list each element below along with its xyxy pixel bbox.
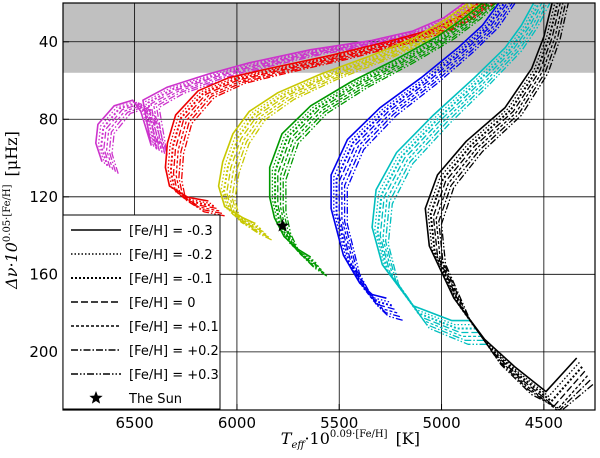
- track-line: [387, 2, 551, 345]
- legend-entry-label: [Fe/H] = +0.2: [129, 344, 219, 359]
- y-tick-label: 80: [39, 110, 58, 128]
- legend-entry-label: [Fe/H] = +0.1: [129, 320, 219, 335]
- x-axis-label-sup: 0.09·[Fe/H]: [330, 429, 388, 440]
- tracks: [95, 2, 594, 411]
- track-line: [429, 2, 583, 403]
- track-line: [435, 2, 588, 411]
- track-line: [97, 2, 468, 165]
- y-ticks: 40 80 120 160 200: [29, 33, 69, 361]
- sun-marker: [275, 218, 290, 232]
- track-line: [374, 2, 537, 326]
- legend-entry-label: The Sun: [128, 392, 182, 407]
- track-line: [274, 2, 489, 265]
- y-tick-label: 120: [29, 188, 58, 206]
- x-axis-label-sub: eff: [291, 440, 306, 451]
- track-line: [268, 2, 484, 258]
- track-line: [371, 2, 535, 322]
- y-tick-label: 40: [39, 33, 58, 51]
- track-line: [282, 2, 497, 274]
- track-line: [111, 2, 481, 174]
- track-line: [279, 2, 494, 271]
- x-tick-label: 4500: [525, 414, 563, 432]
- plot-frame: [62, 2, 596, 411]
- x-axis-label: Teff·100.09·[Fe/H] [K]: [281, 429, 420, 451]
- track-line: [108, 2, 478, 172]
- y-tick-label: 200: [29, 343, 58, 361]
- track-line: [103, 2, 473, 168]
- track-line: [384, 2, 548, 342]
- track-line: [379, 2, 543, 334]
- x-tick-label: 6000: [218, 414, 256, 432]
- track-line: [220, 2, 472, 227]
- y-tick-label: 160: [29, 265, 58, 283]
- track-line: [376, 2, 540, 330]
- track-line: [223, 2, 475, 230]
- track-line: [341, 2, 511, 314]
- x-tick-label: 5500: [320, 414, 358, 432]
- track-line: [228, 2, 480, 235]
- legend: [Fe/H] = -0.3 [Fe/H] = -0.2 [Fe/H] = -0.1 […: [62, 214, 221, 410]
- x-axis-label-unit: [K]: [396, 429, 420, 448]
- track-line: [338, 2, 508, 310]
- shaded-region: [63, 3, 595, 73]
- legend-entry-label: [Fe/H] = -0.3: [129, 224, 213, 239]
- track-line: [432, 2, 586, 407]
- legend-entry-label: [Fe/H] = 0: [129, 296, 196, 311]
- track-line: [285, 2, 500, 277]
- track-line: [217, 2, 469, 225]
- track-line: [424, 2, 578, 393]
- track-line: [346, 2, 516, 321]
- legend-star-icon: [89, 391, 103, 404]
- track-line: [172, 2, 487, 210]
- sun-marker-group: [275, 218, 290, 232]
- legend-box: [62, 214, 221, 410]
- track-line: [226, 2, 477, 233]
- y-axis-label: Δν·100.05·[Fe/H] [μHz]: [2, 131, 21, 290]
- grid-lines: [63, 3, 595, 410]
- y-axis-label-symbol: Δν·10: [2, 242, 21, 290]
- x-axis-label-mid: ·10: [304, 429, 329, 448]
- track-line: [231, 2, 483, 238]
- x-ticks: 6500 6000 5500 5000 4500: [116, 404, 563, 432]
- y-axis-label-sup: 0.05·[Fe/H]: [2, 184, 13, 242]
- x-tick-label: 5000: [422, 414, 460, 432]
- track-line: [169, 2, 485, 207]
- track-line: [382, 2, 546, 338]
- track-line: [167, 2, 482, 205]
- track-line: [277, 2, 492, 268]
- track-line: [440, 2, 594, 411]
- y-axis-label-unit: [μHz]: [2, 131, 21, 176]
- legend-entry-label: [Fe/H] = -0.2: [129, 248, 213, 263]
- track-line: [438, 2, 591, 411]
- legend-entry-label: [Fe/H] = -0.1: [129, 272, 213, 287]
- legend-entry-label: [Fe/H] = +0.3: [129, 368, 219, 383]
- x-tick-label: 6500: [116, 414, 154, 432]
- track-line: [427, 2, 580, 398]
- track-line: [100, 2, 471, 167]
- track-line: [95, 2, 465, 163]
- x-axis-label-symbol: T: [281, 429, 293, 448]
